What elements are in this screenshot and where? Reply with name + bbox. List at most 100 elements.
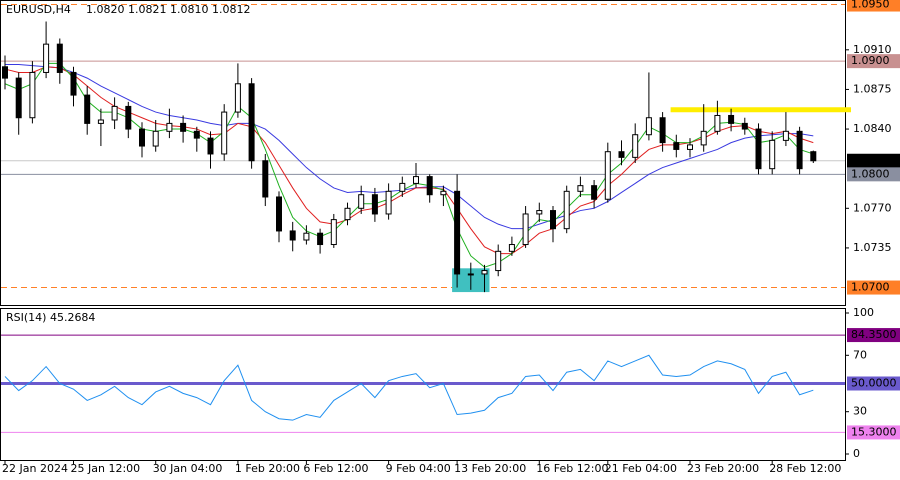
level-label-box: [847, 425, 900, 440]
x-tick-label: 16 Feb 12:00: [536, 462, 608, 475]
candle-body: [330, 219, 337, 246]
level-label: 15.3000: [851, 425, 897, 438]
candle-body: [29, 71, 36, 119]
x-tick-label: 23 Feb 20:00: [687, 462, 759, 475]
candle-body: [550, 210, 556, 230]
level-label-box: [847, 167, 900, 182]
x-tick-label: 13 Feb 20:00: [454, 462, 526, 475]
level-label-box: [847, 54, 900, 69]
rsi-title: RSI(14) 45.2684: [6, 311, 95, 324]
x-tick-label: 6 Feb 12:00: [303, 462, 368, 475]
level-label-box: [847, 328, 900, 343]
candle-body: [426, 176, 433, 196]
candle-body: [56, 43, 63, 73]
candle-body: [467, 273, 474, 276]
level-label: 1.0812: [851, 154, 890, 167]
candle-body: [180, 122, 187, 132]
candle-body: [714, 114, 721, 132]
x-tick-label: 21 Feb 04:00: [605, 462, 677, 475]
candle-body: [810, 151, 817, 162]
y-tick-label: 1.0910: [853, 43, 892, 56]
candle-body: [645, 117, 652, 136]
candle-body: [234, 83, 241, 113]
y-tick-label: 70: [853, 348, 867, 361]
candle-body: [413, 176, 419, 184]
level-label-box: [847, 376, 900, 391]
candle-body: [769, 139, 776, 170]
candle-body: [344, 207, 351, 221]
candle-body: [481, 270, 488, 275]
candle-body: [276, 196, 282, 232]
candle-body: [796, 130, 803, 170]
y-tick-label: 1.0875: [853, 82, 892, 95]
candle-body: [289, 230, 296, 241]
candle-body: [741, 122, 748, 130]
level-label-box: [847, 280, 900, 295]
price-panel: [0, 0, 846, 306]
candle-body: [673, 142, 680, 150]
candle-body: [262, 160, 269, 198]
candle-body: [358, 194, 365, 209]
rsi-line: [4, 354, 814, 421]
y-tick-label: 1.0770: [853, 201, 892, 214]
candle-body: [371, 194, 378, 215]
candle-body: [495, 250, 502, 272]
candle-body: [604, 151, 611, 200]
candle-body: [399, 182, 406, 192]
candle-body: [207, 137, 214, 155]
candle-body: [193, 130, 200, 139]
level-label: 1.0900: [851, 54, 890, 67]
candle-body: [221, 111, 228, 155]
x-tick-label: 25 Jan 12:00: [71, 462, 141, 475]
candle-body: [152, 130, 159, 147]
y-tick-label: 100: [853, 306, 874, 319]
candle-body: [440, 190, 447, 196]
candle-body: [111, 105, 118, 121]
level-label: 50.0000: [851, 377, 897, 390]
candle-body: [166, 122, 173, 132]
candle-body: [2, 66, 8, 79]
x-tick-label: 22 Jan 2024: [2, 462, 68, 475]
candle-body: [97, 119, 104, 124]
candle-body: [522, 213, 529, 246]
y-tick-label: 1.0735: [853, 241, 892, 254]
y-tick-label: 1.0840: [853, 122, 892, 135]
candle-body: [303, 232, 310, 241]
level-label: 1.0800: [851, 167, 890, 180]
chart-title: EURUSD,H4: [6, 3, 71, 16]
candle-body: [591, 185, 598, 200]
level-label: 1.0950: [851, 0, 890, 11]
candle-body: [632, 134, 639, 158]
x-tick-label: 28 Feb 12:00: [769, 462, 841, 475]
candle-body: [317, 232, 324, 246]
candle-body: [15, 77, 22, 119]
candle-body: [70, 71, 77, 96]
x-tick-label: 9 Feb 04:00: [386, 462, 451, 475]
candle-body: [43, 43, 50, 73]
level-label: 84.3500: [851, 328, 897, 341]
candle-body: [508, 244, 515, 252]
x-tick-label: 1 Feb 20:00: [235, 462, 300, 475]
candle-body: [84, 94, 91, 124]
candle-body: [618, 151, 625, 158]
candle-body: [563, 190, 570, 230]
x-tick-label: 30 Jan 04:00: [153, 462, 223, 475]
candle-body: [248, 83, 255, 162]
candle-body: [700, 130, 707, 146]
moving-average: [5, 64, 814, 230]
y-tick-label: 0: [853, 447, 860, 460]
level-label: 1.0700: [851, 281, 890, 294]
candle-body: [687, 144, 693, 150]
candle-body: [755, 128, 762, 170]
candle-body: [385, 190, 392, 215]
candle-body: [454, 190, 461, 275]
level-label-box: [847, 0, 900, 12]
candle-body: [536, 210, 543, 215]
candle-body: [728, 114, 735, 124]
level-label-box: [847, 153, 900, 168]
candle-body: [125, 105, 132, 130]
y-tick-label: 30: [853, 405, 867, 418]
candle-body: [659, 117, 666, 144]
quote: 1.0820 1.0821 1.0810 1.0812: [86, 3, 250, 16]
